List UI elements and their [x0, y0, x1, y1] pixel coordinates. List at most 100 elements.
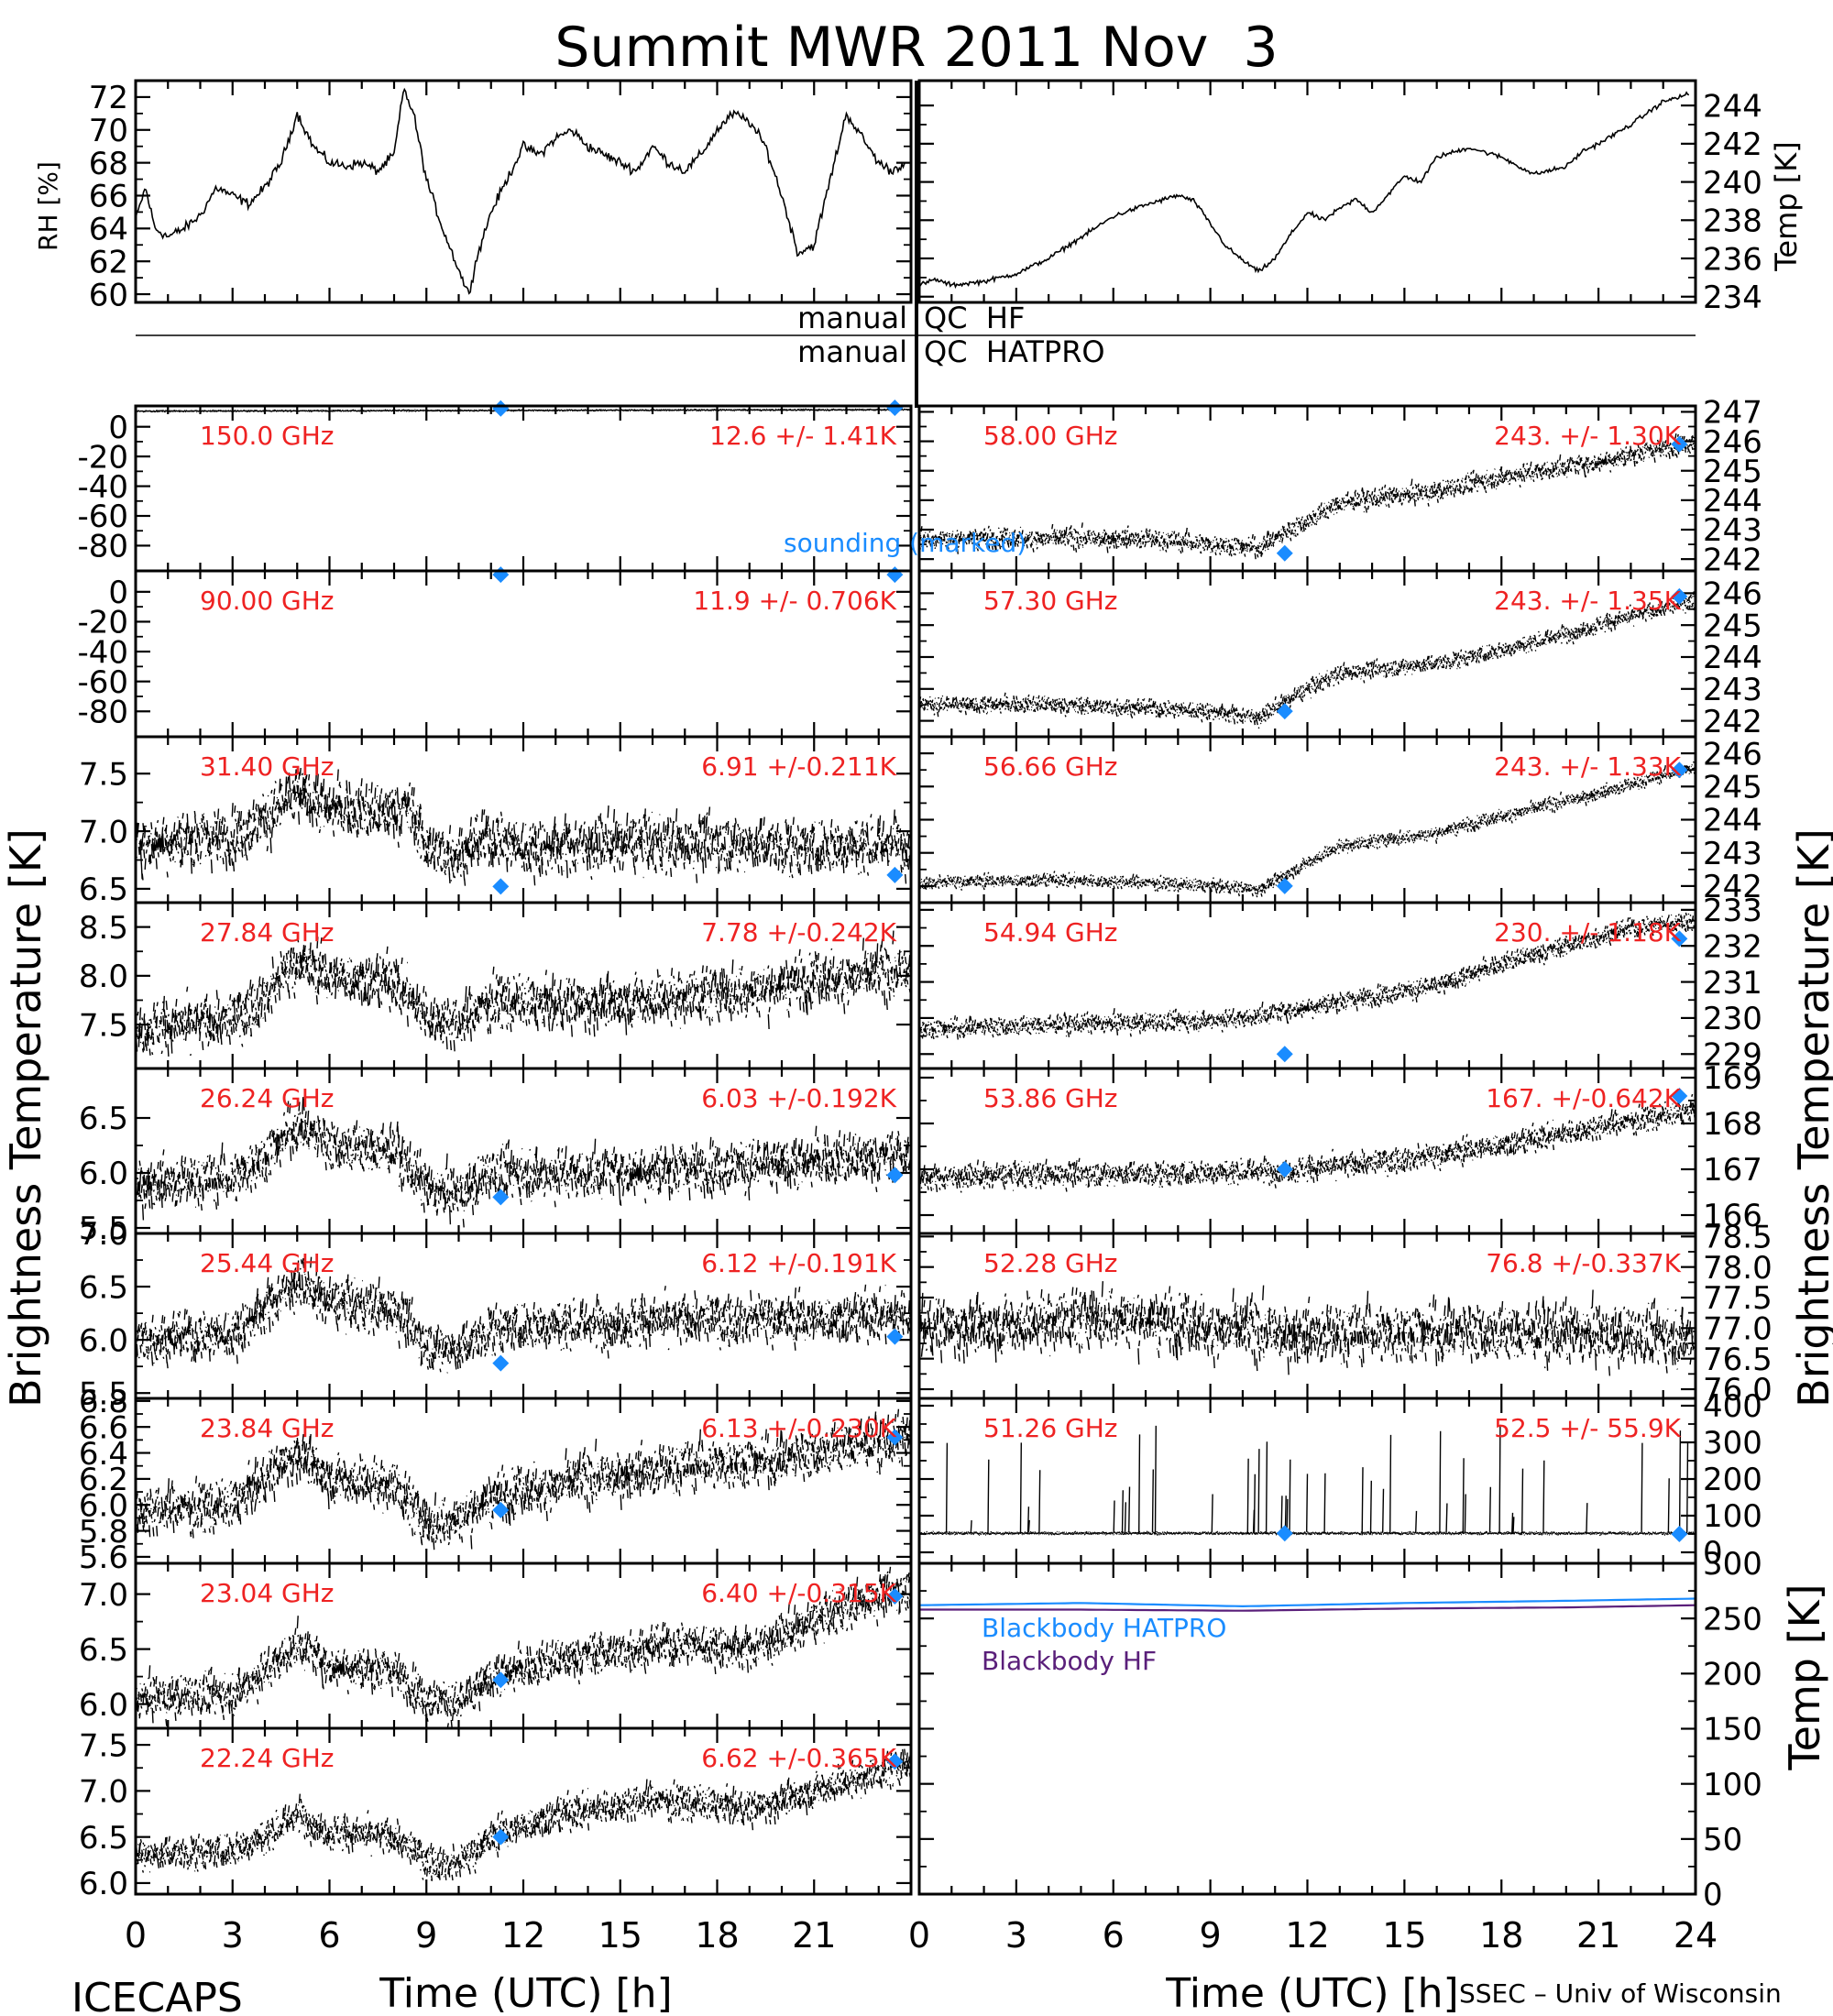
panel-ch-26.24-stats-label: 6.03 +/-0.192K [701, 1083, 896, 1113]
rh-panel-ytick-label: 66 [89, 179, 128, 215]
panel-ch-23.04-ytick-label: 6.0 [79, 1687, 128, 1724]
panel-ch-56.66-ytick-label: 246 [1703, 736, 1762, 772]
panel-ch-53.86-channel-label: 53.86 GHz [983, 1083, 1118, 1113]
panel-ch-25.44-sounding-marker [492, 1354, 510, 1372]
rh-panel-ytick-label: 70 [89, 113, 128, 149]
panel-ch-53.86-bg [919, 1068, 1696, 1233]
panel-ch-25.44-ytick-label: 5.5 [79, 1375, 128, 1412]
panel-ch-31.40-bg [136, 737, 911, 903]
panel-ch-51.26-stats-label: 52.5 +/- 55.9K [1494, 1413, 1681, 1443]
y-axis-title-left: Brightness Temperature [K] [1, 828, 50, 1408]
panel-ch-58.00-bg [919, 406, 1696, 571]
panel-ch-58.00-ytick-label: 243 [1703, 512, 1762, 549]
temp-panel-ytick-label: 240 [1703, 165, 1762, 202]
panel-ch-31.40-stats-label: 6.91 +/-0.211K [701, 751, 896, 782]
panel-ch-23.84-ytick-label: 6.0 [79, 1487, 128, 1524]
series-blackbody-hatpro-line [918, 1597, 1696, 1608]
blackbody-panel-ytick-label: 200 [1703, 1657, 1762, 1693]
x-tick-label-left: 0 [125, 1915, 147, 1956]
panel-ch-31.40-sounding-marker [886, 866, 904, 883]
panel-ch-23.84-stats-label: 6.13 +/-0.230K [701, 1413, 896, 1443]
panel-ch-23.04-sounding-marker [886, 1588, 904, 1605]
panel-ch-23.04-ytick-label: 7.0 [79, 1577, 128, 1614]
x-axis-title-left: Time (UTC) [h] [379, 1970, 672, 2016]
rh-panel-ytick-label: 62 [89, 244, 128, 280]
panel-ch-54.94-ytick-label: 229 [1703, 1037, 1762, 1074]
panel-ch-31.40-channel-label: 31.40 GHz [200, 751, 335, 782]
panel-ch-53.86-ytick-label: 169 [1703, 1060, 1762, 1097]
panel-ch-23.84-ytick-label: 5.6 [79, 1539, 128, 1576]
panel-ch-58.00-ytick-label: 242 [1703, 542, 1762, 578]
panel-ch-150.00-channel-label: 150.0 GHz [200, 421, 335, 451]
panel-ch-57.30-stats-label: 243. +/- 1.35K [1494, 586, 1681, 616]
qc-label-manual-hf: manual [797, 301, 907, 335]
panel-ch-25.44: 5.5 6.0 6.5 7.0 25.44 GHz 6.12 +/-0.191K [79, 1216, 913, 1412]
panel-ch-51.26-sounding-marker [1671, 1526, 1688, 1542]
legend-blackbody-hf: Blackbody HF [982, 1646, 1157, 1676]
panel-ch-51.26-ytick-label: 400 [1703, 1388, 1762, 1425]
panel-ch-58.00-ytick-label: 246 [1703, 424, 1762, 461]
panel-ch-53.86-ytick-label: 167 [1703, 1152, 1762, 1189]
panel-ch-22.24-ytick-label: 7.0 [79, 1774, 128, 1811]
panel-ch-51.26-ytick-label: 300 [1703, 1425, 1762, 1462]
panel-ch-31.40-ytick-label: 7.5 [79, 756, 128, 793]
panel-ch-57.30-ytick-label: 245 [1703, 608, 1762, 644]
panel-ch-31.40-ytick-label: 7.0 [79, 814, 128, 850]
footer-ssec: SSEC – Univ of Wisconsin [1459, 1978, 1782, 2009]
panel-ch-25.44-ytick-label: 6.5 [79, 1269, 128, 1306]
panel-ch-57.30-ytick-label: 242 [1703, 704, 1762, 740]
panel-ch-23.84-ytick-label: 6.4 [79, 1436, 128, 1473]
panel-ch-25.44-ytick-label: 6.0 [79, 1322, 128, 1359]
panel-ch-23.04-channel-label: 23.04 GHz [200, 1578, 335, 1608]
x-tick-label-left: 12 [501, 1915, 545, 1956]
panel-ch-23.84-ytick-label: 6.8 [79, 1384, 128, 1420]
panel-ch-51.26-sounding-marker [1276, 1525, 1293, 1542]
temp-axis-title: Temp [K] [1769, 141, 1804, 271]
panel-ch-53.86-sounding-marker [1276, 1161, 1293, 1178]
panel-ch-56.66-ytick-label: 244 [1703, 803, 1762, 839]
blackbody-panel-ytick-label: 50 [1703, 1822, 1742, 1858]
panel-ch-150.00-ytick-label: -80 [77, 529, 128, 565]
panel-ch-22.24-sounding-marker [492, 1828, 510, 1846]
panel-ch-25.44-sounding-marker [886, 1328, 904, 1345]
qc-label-hatpro: QC HATPRO [924, 334, 1105, 369]
panel-ch-27.84-ytick-label: 7.5 [79, 1007, 128, 1044]
legend-blackbody-hatpro: Blackbody HATPRO [982, 1613, 1226, 1643]
panel-ch-51.26-ytick-label: 200 [1703, 1462, 1762, 1498]
x-tick-label-right: 18 [1479, 1915, 1523, 1956]
panel-ch-90.00-bg [136, 571, 911, 737]
panel-ch-58.00-ytick-label: 245 [1703, 454, 1762, 490]
panel-ch-22.24: 6.0 6.5 7.0 7.5 22.24 GHz 6.62 +/-0.365K [79, 1726, 913, 1902]
panel-ch-58.00-sounding-marker [1276, 544, 1293, 562]
panel-ch-90.00-ytick-label: -60 [77, 664, 128, 701]
panel-ch-56.66-sounding-marker [1671, 761, 1688, 779]
panel-ch-23.84-ytick-label: 6.2 [79, 1462, 128, 1498]
panel-ch-23.84-ytick-label: 6.6 [79, 1409, 128, 1446]
panel-ch-22.24-stats-label: 6.62 +/-0.365K [701, 1743, 896, 1773]
blackbody-panel: 0 50 100 150 200 250 300 Blackbody HATPROBlackb… [917, 1546, 1762, 1913]
qc-label-hf: QC HF [924, 301, 1025, 335]
panel-ch-150.00-ytick-label: -20 [77, 439, 128, 476]
panel-ch-54.94-ytick-label: 232 [1703, 928, 1762, 965]
panel-ch-150.00-ytick-label: -40 [77, 469, 128, 506]
panel-ch-54.94-ytick-label: 230 [1703, 1001, 1762, 1037]
temp-panel-series-line [918, 91, 1690, 290]
panel-ch-53.86-sounding-marker [1671, 1088, 1688, 1104]
panel-ch-25.44-channel-label: 25.44 GHz [200, 1248, 335, 1278]
panel-ch-25.44-stats-label: 6.12 +/-0.191K [701, 1248, 896, 1278]
panel-ch-51.26-channel-label: 51.26 GHz [983, 1413, 1118, 1443]
panel-ch-54.94-bg [919, 903, 1696, 1068]
x-tick-label-left: 6 [318, 1915, 340, 1956]
panel-ch-22.24-ytick-label: 6.5 [79, 1820, 128, 1857]
qc-label-manual-hatpro: manual [797, 334, 907, 369]
panel-ch-58.00-channel-label: 58.00 GHz [983, 421, 1118, 451]
panel-ch-90.00-ytick-label: -20 [77, 605, 128, 641]
blackbody-panel-ytick-label: 250 [1703, 1601, 1762, 1638]
panel-ch-53.86-stats-label: 167. +/-0.642K [1486, 1083, 1681, 1113]
